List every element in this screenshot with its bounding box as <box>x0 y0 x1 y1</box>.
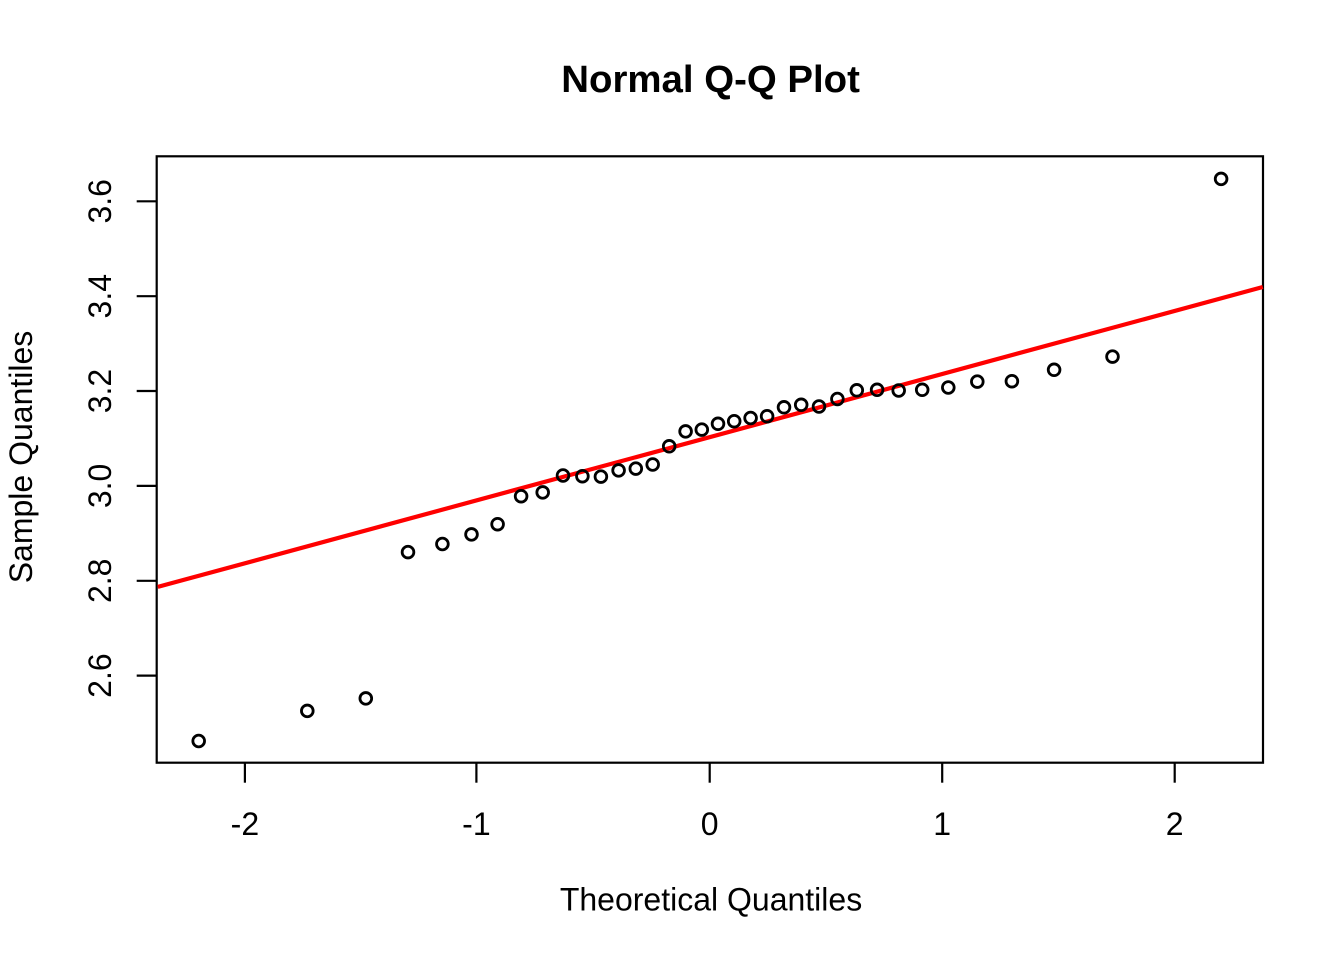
svg-text:2.8: 2.8 <box>82 559 118 603</box>
svg-text:3.6: 3.6 <box>82 179 118 223</box>
svg-text:2.6: 2.6 <box>82 653 118 697</box>
svg-text:3.0: 3.0 <box>82 464 118 508</box>
svg-text:3.2: 3.2 <box>82 369 118 413</box>
svg-text:0: 0 <box>701 806 719 842</box>
svg-text:3.4: 3.4 <box>82 274 118 318</box>
svg-text:Sample Quantiles: Sample Quantiles <box>3 331 39 584</box>
svg-text:2: 2 <box>1166 806 1184 842</box>
svg-text:-1: -1 <box>462 806 490 842</box>
svg-text:Normal Q-Q Plot: Normal Q-Q Plot <box>561 58 860 101</box>
svg-text:-2: -2 <box>231 806 259 842</box>
svg-text:1: 1 <box>933 806 951 842</box>
svg-text:Theoretical Quantiles: Theoretical Quantiles <box>560 882 862 918</box>
